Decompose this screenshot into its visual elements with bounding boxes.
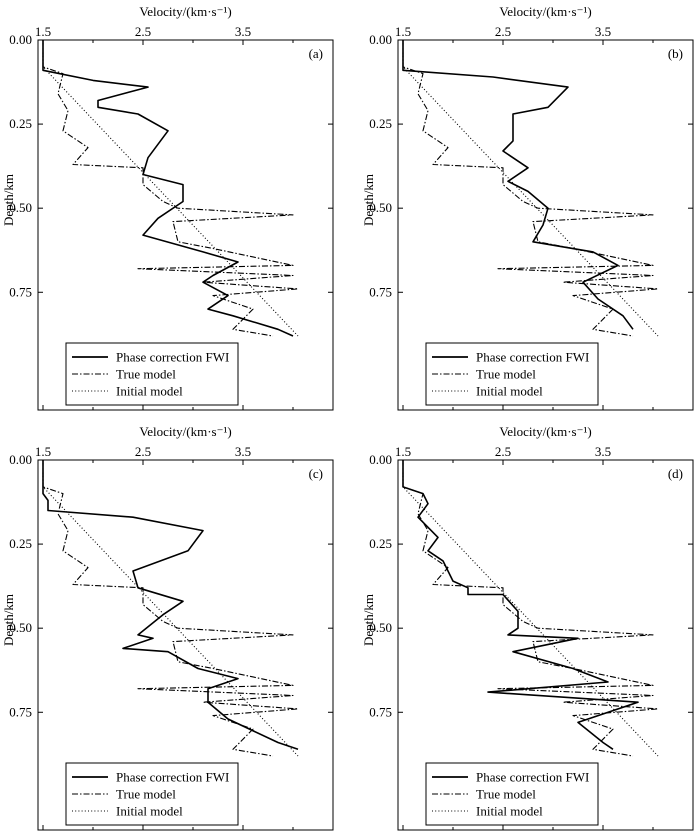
legend-entry: True model (476, 367, 536, 382)
legend-entry: Phase correction FWI (476, 770, 589, 785)
legend: Phase correction FWI True model Initial mo… (65, 342, 239, 406)
legend-entry: Initial model (476, 384, 543, 399)
x-tick-label: 3.5 (595, 24, 611, 39)
y-axis-title: Depth/km (361, 594, 376, 646)
y-tick-label: 0.25 (9, 536, 32, 551)
series-dashdot-line (42, 460, 299, 757)
y-tick-label: 0.50 (9, 200, 32, 215)
legend-box (65, 342, 239, 406)
plot-frame (397, 459, 694, 831)
plot-frame (37, 459, 334, 831)
y-axis-title: Depth/km (361, 174, 376, 226)
legend: Phase correction FWI True model Initial mo… (425, 342, 599, 406)
x-tick-label: 2.5 (135, 444, 151, 459)
x-axis-title: Velocity/(km·s⁻¹) (499, 4, 591, 19)
y-tick-label: 0.00 (369, 32, 392, 47)
series-dashdot-line (42, 40, 299, 337)
series-solid-line (42, 460, 299, 751)
panel-b: 1.5 2.5 3.5 0.00 0.25 0.50 0.75 Velocity/(km·s⁻… (361, 4, 694, 411)
legend-entry: True model (116, 787, 176, 802)
legend-box (425, 342, 599, 406)
y-tick-label: 0.50 (369, 200, 392, 215)
x-axis-title: Velocity/(km·s⁻¹) (139, 424, 231, 439)
x-tick-label: 3.5 (235, 24, 251, 39)
y-tick-label: 0.75 (369, 704, 392, 719)
panel-d: 1.5 2.5 3.5 0.00 0.25 0.50 0.75 Velocity/(km·s⁻… (361, 424, 694, 831)
x-tick-label: 3.5 (235, 444, 251, 459)
x-tick-label: 2.5 (495, 24, 511, 39)
legend-entry: Phase correction FWI (116, 350, 229, 365)
panel-c: 1.5 2.5 3.5 0.00 0.25 0.50 0.75 Velocity/(km·s⁻… (1, 424, 334, 831)
panel-label: (c) (309, 466, 323, 481)
series-solid-line (402, 40, 634, 330)
y-tick-label: 0.25 (369, 536, 392, 551)
legend-entry: True model (116, 367, 176, 382)
panel-label: (d) (668, 466, 683, 481)
x-tick-label: 1.5 (35, 444, 51, 459)
legend-entry: Initial model (476, 804, 543, 819)
x-tick-label: 1.5 (395, 444, 411, 459)
series-dashdot-line (402, 40, 659, 337)
plot-frame (397, 39, 694, 411)
legend-entry: Initial model (116, 384, 183, 399)
legend: Phase correction FWI True model Initial mo… (65, 762, 239, 826)
y-tick-label: 0.75 (369, 284, 392, 299)
panel-label: (a) (309, 46, 323, 61)
y-axis-title: Depth/km (1, 174, 16, 226)
x-tick-label: 1.5 (35, 24, 51, 39)
legend-entry: True model (476, 787, 536, 802)
y-tick-label: 0.25 (369, 116, 392, 131)
y-tick-label: 0.00 (9, 32, 32, 47)
x-axis-title: Velocity/(km·s⁻¹) (499, 424, 591, 439)
y-tick-label: 0.25 (9, 116, 32, 131)
x-tick-label: 2.5 (495, 444, 511, 459)
y-tick-label: 0.50 (9, 620, 32, 635)
series-solid-line (402, 460, 639, 750)
plot-frame (37, 39, 334, 411)
panel-label: (b) (668, 46, 683, 61)
x-tick-label: 3.5 (595, 444, 611, 459)
legend-entry: Initial model (116, 804, 183, 819)
legend: Phase correction FWI True model Initial mo… (425, 762, 599, 826)
series-solid-line (42, 40, 294, 337)
legend-entry: Phase correction FWI (116, 770, 229, 785)
legend-box (65, 762, 239, 826)
y-tick-label: 0.00 (9, 452, 32, 467)
y-tick-label: 0.75 (9, 284, 32, 299)
series-dashdot-line (402, 460, 659, 757)
x-tick-label: 1.5 (395, 24, 411, 39)
x-tick-label: 2.5 (135, 24, 151, 39)
x-axis-title: Velocity/(km·s⁻¹) (139, 4, 231, 19)
y-tick-label: 0.00 (369, 452, 392, 467)
y-axis-title: Depth/km (1, 594, 16, 646)
panel-a: 1.5 2.5 3.5 0.00 0.25 0.50 0.75 Velocity/(km·s⁻… (1, 4, 334, 411)
legend-entry: Phase correction FWI (476, 350, 589, 365)
y-tick-label: 0.75 (9, 704, 32, 719)
y-tick-label: 0.50 (369, 620, 392, 635)
legend-box (425, 762, 599, 826)
